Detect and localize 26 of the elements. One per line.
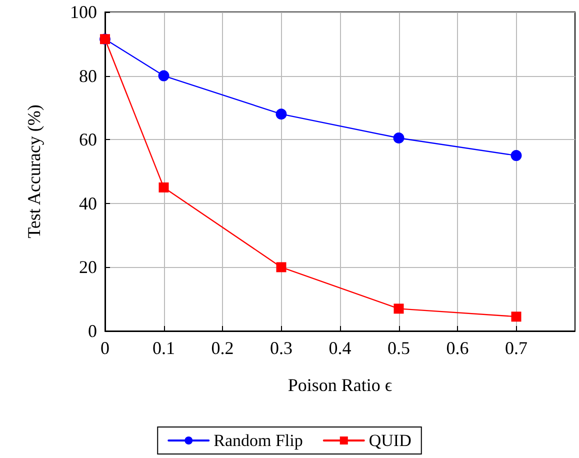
point — [158, 182, 169, 192]
x-tick-label: 0.1 — [152, 338, 175, 358]
point — [394, 304, 404, 314]
y-tick-label: 100 — [70, 2, 97, 22]
y-tick-label: 60 — [79, 130, 97, 150]
y-tick-label: 80 — [79, 66, 97, 86]
point — [276, 108, 287, 120]
x-axis-title: Poison Ratio ϵ — [288, 375, 392, 395]
x-tick-label: 0.3 — [270, 338, 292, 358]
legend-label: QUID — [368, 431, 412, 450]
point — [158, 70, 170, 82]
legend-label: Random Flip — [214, 431, 303, 450]
x-tick-label: 0 — [100, 338, 110, 358]
x-tick-label: 0.7 — [505, 338, 528, 358]
point — [510, 150, 522, 162]
x-tick-label: 0.4 — [328, 338, 352, 358]
point — [393, 132, 404, 144]
x-tick-label: 0.2 — [211, 338, 234, 358]
x-tick-label: 0.6 — [446, 338, 469, 358]
y-axis-title: Test Accuracy (%) — [24, 104, 44, 238]
y-tick-label: 40 — [79, 193, 97, 214]
y-tick-label: 0 — [88, 321, 97, 341]
y-tick-label: 20 — [79, 257, 97, 278]
x-tick-label: 0.5 — [388, 338, 410, 358]
point — [511, 312, 522, 322]
point — [276, 262, 286, 272]
